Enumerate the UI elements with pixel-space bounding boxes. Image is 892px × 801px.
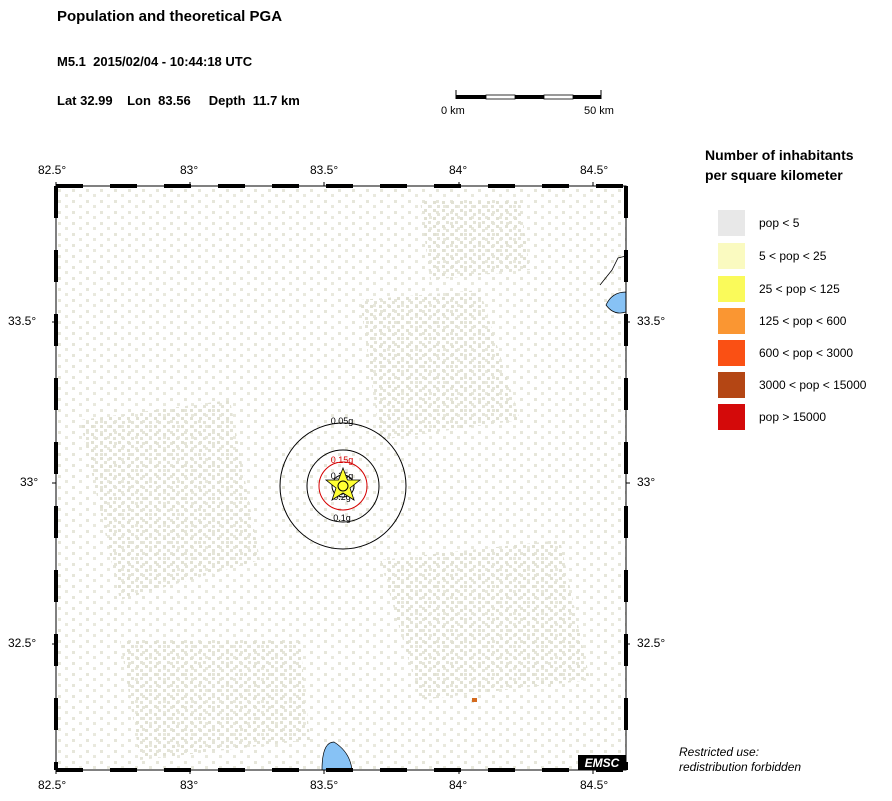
x-tick-bottom: 83° xyxy=(180,778,199,792)
map-frame xyxy=(52,182,630,774)
legend-swatch xyxy=(718,243,745,269)
pga-contour-01 xyxy=(306,449,380,523)
event-info: M5.1 2015/02/04 - 10:44:18 UTC xyxy=(57,54,253,69)
pga-label-02: 0.2g xyxy=(333,492,351,502)
y-tick-left: 33° xyxy=(20,475,39,489)
x-tick-top: 83° xyxy=(180,163,199,177)
emsc-logo: EMSC xyxy=(578,755,626,770)
usage-notice: Restricted use: redistribution forbidden xyxy=(679,745,802,774)
x-tick-top: 82.5° xyxy=(38,163,67,177)
scale-bar-right-label: 50 km xyxy=(584,105,614,117)
map-title: Population and theoretical PGA xyxy=(57,8,283,25)
y-tick-right: 32.5° xyxy=(637,636,666,650)
x-tick-top: 83.5° xyxy=(310,163,339,177)
y-tick-right: 33° xyxy=(637,475,656,489)
pga-label-005: 0.05g xyxy=(331,416,354,426)
legend-swatch xyxy=(718,340,745,366)
legend-swatch xyxy=(718,210,745,236)
y-tick-left: 32.5° xyxy=(8,636,37,650)
x-tick-top: 84.5° xyxy=(580,163,609,177)
pga-contour-015 xyxy=(318,461,368,511)
legend-swatch xyxy=(718,372,745,398)
x-tick-bottom: 84° xyxy=(449,778,468,792)
x-tick-bottom: 82.5° xyxy=(38,778,67,792)
x-tick-bottom: 84.5° xyxy=(580,778,609,792)
y-tick-left: 33.5° xyxy=(8,314,37,328)
pga-contour-005 xyxy=(279,422,407,550)
scale-bar xyxy=(455,90,602,100)
y-tick-right: 33.5° xyxy=(637,314,666,328)
legend-swatch xyxy=(718,404,745,430)
legend-swatch xyxy=(718,308,745,334)
scale-bar-left-label: 0 km xyxy=(441,105,465,117)
star-icon xyxy=(324,466,362,501)
event-location: Lat 32.99 Lon 83.56 Depth 11.7 km xyxy=(57,93,300,108)
legend-swatch xyxy=(718,276,745,302)
x-tick-top: 84° xyxy=(449,163,468,177)
pga-label-01: 0.1g xyxy=(333,513,351,523)
svg-text:EMSC: EMSC xyxy=(585,756,620,770)
pga-label-015: 0.15g xyxy=(331,455,354,465)
x-tick-bottom: 83.5° xyxy=(310,778,339,792)
legend-title: Number of inhabitants per square kilomet… xyxy=(705,147,854,183)
